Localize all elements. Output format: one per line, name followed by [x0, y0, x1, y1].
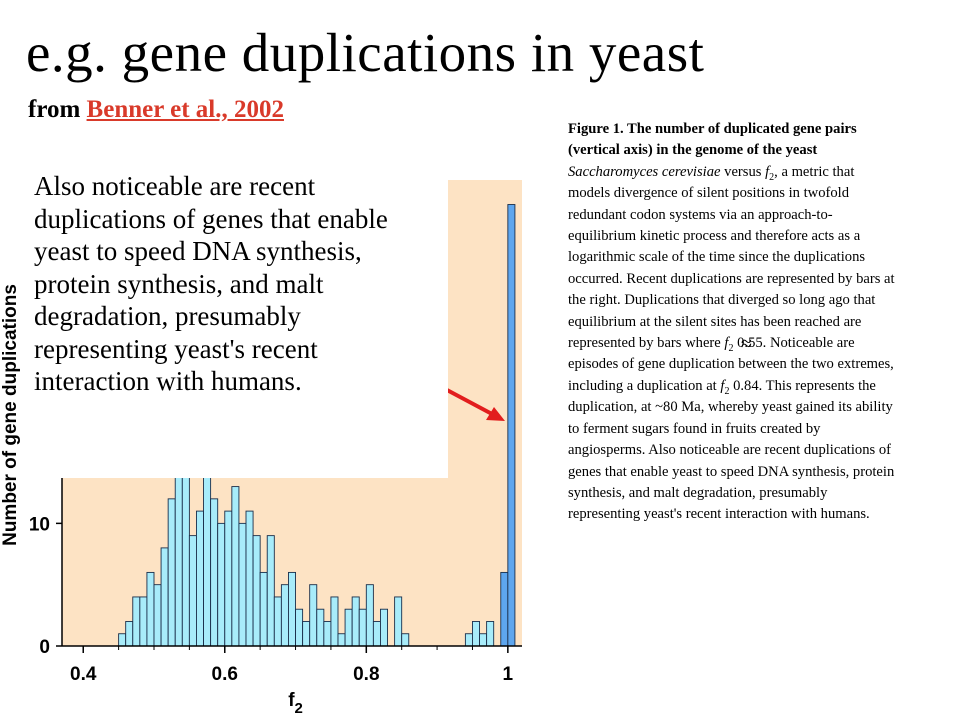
histogram-bar [153, 584, 162, 647]
histogram-bar [316, 608, 325, 647]
recent-duplication-arrow [446, 388, 505, 421]
histogram-bar [486, 621, 495, 647]
y-axis-label: Number of gene duplications [0, 284, 21, 546]
y-tick-label: 10 [29, 514, 50, 535]
caption-text-3: 0.55. Noticeable are episodes of gene du… [568, 335, 894, 394]
x-axis-label: f2 [288, 690, 303, 717]
x-tick-label: 0.4 [70, 664, 97, 685]
histogram-bar [139, 596, 148, 647]
caption-f2-symbol: f [720, 377, 725, 394]
source-link[interactable]: Benner et al., 2002 [86, 96, 284, 123]
histogram-bar [196, 510, 204, 647]
histogram-bar [188, 535, 197, 647]
caption-f2-subscript: 2 [724, 385, 730, 397]
arrow-shaft [446, 388, 493, 416]
histogram-bar [351, 596, 360, 647]
histogram-bar [252, 535, 261, 647]
histogram-bar [167, 498, 176, 647]
histogram-bar [132, 596, 141, 647]
caption-text-2: , a metric that models divergence of sil… [568, 163, 895, 352]
histogram-bar [479, 633, 488, 647]
histogram-bar [280, 584, 289, 647]
histogram-bar [323, 621, 332, 647]
caption-f2-subscript: 2 [728, 342, 734, 354]
histogram-bar [309, 584, 318, 647]
caption-text-4: 0.84. This represents the duplication, a… [568, 377, 895, 523]
histogram-bar [394, 596, 403, 647]
approx-symbol: ≈ [741, 333, 752, 355]
x-axis-label-f: f [288, 690, 295, 711]
histogram-bar [365, 584, 374, 647]
x-axis-label-subscript: 2 [295, 700, 303, 717]
histogram-bar [464, 633, 473, 647]
histogram-bar [160, 547, 169, 647]
x-tick-label: 1 [503, 664, 514, 685]
histogram-bar [181, 473, 190, 647]
caption-lead: Figure 1. The number of duplicated gene … [568, 121, 857, 159]
histogram-bar [259, 571, 268, 647]
y-axis-ticks: 0 10 [29, 514, 62, 658]
histogram-bar [401, 633, 410, 647]
x-tick-label: 0.8 [353, 664, 379, 685]
histogram-bar [224, 510, 233, 647]
source-prefix: from [28, 96, 87, 123]
histogram-bar [380, 608, 388, 647]
histogram-bar [231, 486, 240, 647]
histogram-bar [344, 608, 353, 647]
histogram-bar [125, 621, 134, 647]
histogram-bar [238, 522, 247, 647]
histogram-bar [500, 571, 509, 647]
caption-text-1: versus [720, 163, 766, 180]
caption-f2-symbol: f [724, 335, 729, 352]
histogram-bar [266, 535, 275, 647]
x-tick-label: 0.6 [212, 664, 238, 685]
histogram-bar [330, 596, 339, 647]
histogram-bar [245, 510, 254, 647]
arrow-head [486, 407, 505, 421]
slide-title: e.g. gene duplications in yeast [26, 22, 705, 83]
x-axis-ticks: 0.4 0.6 0.8 1 [70, 646, 514, 685]
y-tick-label: 0 [39, 637, 50, 658]
histogram-bar [302, 621, 311, 647]
histogram-bar [337, 633, 346, 647]
histogram-bar [146, 571, 155, 647]
histogram-bar [372, 621, 381, 647]
histogram-bar [273, 596, 282, 647]
histogram-bar [217, 522, 226, 647]
histogram-bar [472, 621, 480, 647]
caption-f2-subscript: 2 [769, 171, 775, 183]
histogram-bar [358, 608, 367, 647]
callout-text: Also noticeable are recent duplications … [20, 162, 448, 478]
caption-species: Saccharomyces cerevisiae [568, 163, 721, 180]
caption-f2-symbol: f [765, 163, 770, 180]
histogram-bar [295, 608, 304, 647]
histogram-bar [210, 498, 219, 647]
figure-caption: Figure 1. The number of duplicated gene … [568, 119, 898, 526]
source-citation: from Benner et al., 2002 [28, 96, 284, 124]
histogram-bar [507, 204, 516, 647]
histogram-bar [288, 571, 296, 647]
histogram-bar [118, 633, 127, 647]
